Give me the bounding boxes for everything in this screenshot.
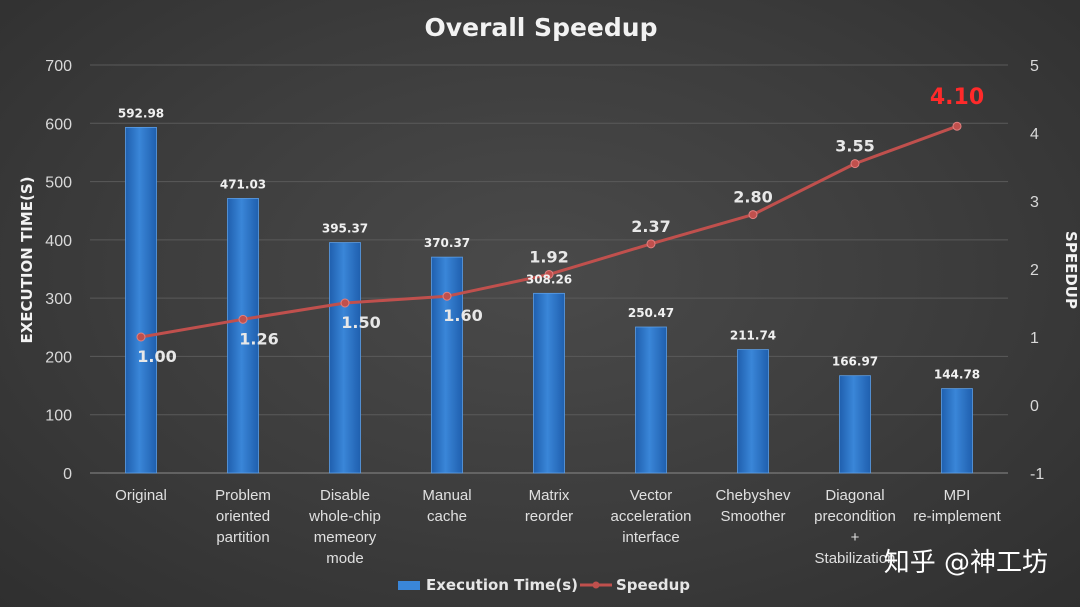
y2-tick-label: 1 [1030,330,1039,347]
speedup-value-label: 1.00 [137,347,176,366]
bar-value-label: 592.98 [118,106,164,120]
legend-swatch-execution-time [398,581,420,590]
bar-value-label: 370.37 [424,236,470,250]
bars-group [125,126,973,474]
speedup-point [442,291,452,301]
data-labels-group: 592.98 471.03 395.37 370.37 308.26 250.47 211.… [118,85,984,381]
speedup-point [340,298,350,308]
y2-tick-label: 3 [1030,194,1039,211]
category-label: Manual cache [422,487,471,525]
bar-value-label: 471.03 [220,177,266,191]
y2-tick-label: 5 [1030,58,1039,75]
legend: Execution Time(s) Speedup [398,576,690,594]
speedup-value-label: 1.92 [529,247,568,266]
category-label: Disable whole-chip memeory mode [308,487,381,567]
y2-axis-title: SPEEDUP [1062,231,1080,309]
y-tick-label: 200 [45,349,72,366]
y2-tick-label: 0 [1030,398,1039,415]
axes-group: 0 100 200 300 400 500 600 700 -1 0 1 2 3 4 5 [45,58,1044,483]
speedup-point [544,269,554,279]
category-label: Matrix reorder [525,487,573,525]
y-tick-label: 700 [45,58,72,75]
y2-tick-label: 4 [1030,126,1039,143]
speedup-point [136,332,146,342]
category-label: MPI re-implement [913,487,1001,525]
bar [737,349,769,474]
speedup-value-label: 2.37 [631,217,670,236]
y-tick-label: 100 [45,408,72,425]
y-tick-label: 500 [45,175,72,192]
speedup-point [238,314,248,324]
speedup-point [646,239,656,249]
speedup-line-group [136,121,962,342]
speedup-value-label: 1.26 [239,329,278,348]
bar [839,375,871,474]
category-label: Diagonal precondition + Stabilization [814,487,896,567]
speedup-value-label: 2.80 [733,188,772,207]
chart-title: Overall Speedup [425,13,658,42]
legend-marker-speedup [592,581,600,589]
category-label: Chebyshev Smoother [715,487,791,525]
bar-value-label: 166.97 [832,355,878,369]
speedup-value-label: 1.50 [341,313,380,332]
bar-value-label: 211.74 [730,329,776,343]
bar [329,242,361,474]
watermark-text: 知乎 @神工坊 [884,548,1048,578]
bar [635,326,667,474]
y2-tick-label: -1 [1030,466,1044,483]
y-tick-label: 400 [45,233,72,250]
bar [227,198,259,474]
speedup-value-label: 3.55 [835,137,874,156]
speedup-value-label: 1.60 [443,306,482,325]
legend-label-speedup: Speedup [616,576,690,594]
bar [941,388,973,474]
bar [431,256,463,474]
category-label: Vector acceleration interface [611,487,692,546]
bar [533,292,565,474]
y-axis-title: EXECUTION TIME(S) [18,176,36,343]
bar-value-label: 395.37 [322,222,368,236]
category-label: Original [115,487,167,504]
bar-value-label: 308.26 [526,272,572,286]
y-tick-label: 600 [45,116,72,133]
speedup-value-label: 4.10 [930,85,984,110]
speedup-point [850,159,860,169]
bar [125,126,157,474]
category-labels-group: Original Problem oriented partition Disable w… [115,487,1001,567]
speedup-point [952,121,962,131]
legend-label-execution-time: Execution Time(s) [426,576,578,594]
speedup-point [748,210,758,220]
y2-tick-label: 2 [1030,262,1039,279]
y-tick-label: 300 [45,291,72,308]
bar-value-label: 144.78 [934,368,980,382]
bar-value-label: 250.47 [628,306,674,320]
y-tick-label: 0 [63,466,72,483]
category-label: Problem oriented partition [215,487,271,546]
